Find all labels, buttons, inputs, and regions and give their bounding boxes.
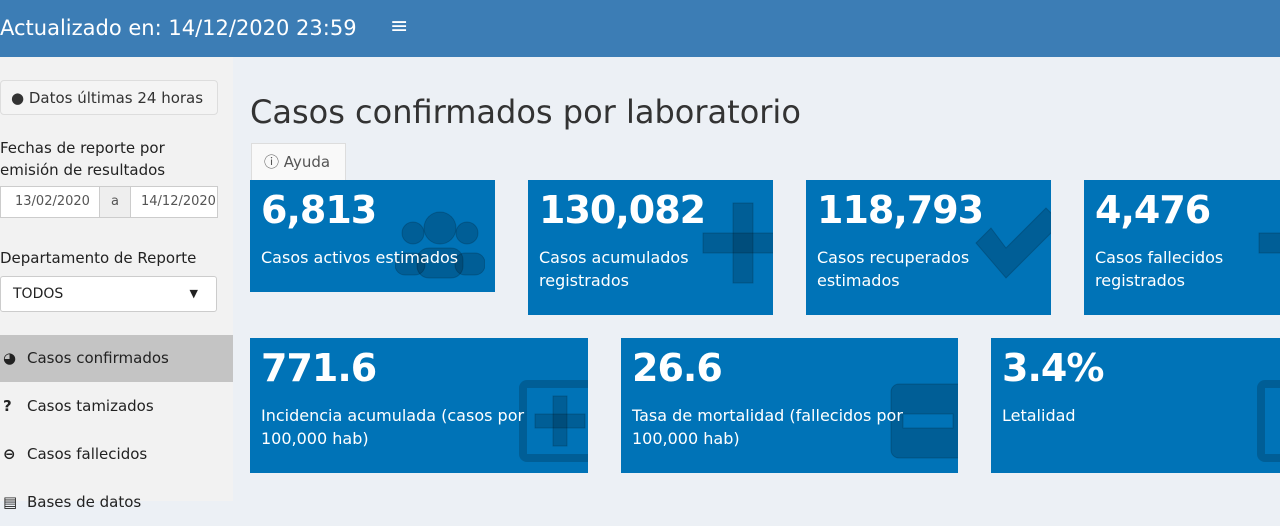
box-label: Tasa de mortalidad (fallecidos por 100,0… xyxy=(632,406,903,448)
box-value: 6,813 xyxy=(261,188,377,232)
last-24h-button[interactable]: ● Datos últimas 24 horas xyxy=(0,80,218,115)
value-box: 118,793 Casos recuperados estimados xyxy=(806,180,1051,315)
date-to[interactable]: 14/12/2020 xyxy=(130,186,218,218)
help-tab[interactable]: ⓘ Ayuda xyxy=(251,143,346,180)
box-icon xyxy=(1258,232,1280,254)
menu-item[interactable]: ◕ Casos confirmados xyxy=(0,335,233,382)
dept-select[interactable]: TODOS ▼ xyxy=(0,276,217,312)
box-icon xyxy=(702,202,773,284)
menu-icon: ? xyxy=(3,397,12,415)
tab-label: Ayuda xyxy=(283,153,331,171)
menu-label: Casos tamizados xyxy=(27,397,154,415)
menu-icon: ◕ xyxy=(3,349,17,367)
update-title: Actualizado en: 14/12/2020 23:59 xyxy=(0,16,357,40)
date-from[interactable]: 13/02/2020 xyxy=(0,186,100,218)
dept-label: Departamento de Reporte xyxy=(0,249,197,267)
page-title: Casos confirmados por laboratorio xyxy=(250,93,801,131)
header: Actualizado en: 14/12/2020 23:59 ≡ xyxy=(0,0,1280,57)
box-icon xyxy=(519,380,588,462)
box-label: Incidencia acumulada (casos por 100,000 … xyxy=(261,406,525,448)
box-value: 130,082 xyxy=(539,188,706,232)
sidebar: ● Datos últimas 24 horas Fechas de repor… xyxy=(0,57,233,511)
dept-value: TODOS xyxy=(13,286,64,302)
menu-toggle[interactable]: ≡ xyxy=(390,14,409,39)
menu-item[interactable]: ⊖ Casos fallecidos xyxy=(0,431,233,478)
box-icon xyxy=(890,383,958,459)
value-box: 771.6 Incidencia acumulada (casos por 100… xyxy=(250,338,588,473)
page: Actualizado en: 14/12/2020 23:59 ≡ ● Dat… xyxy=(0,0,1280,511)
box-label: Letalidad xyxy=(1002,406,1076,425)
menu-label: Casos confirmados xyxy=(27,349,169,367)
menu-label: Bases de datos xyxy=(27,493,142,511)
value-box: 26.6 Tasa de mortalidad (fallecidos por 1… xyxy=(621,338,958,473)
menu-icon: ⊖ xyxy=(3,445,16,463)
box-icon xyxy=(395,211,485,279)
value-box: 6,813 Casos activos estimados xyxy=(250,180,495,292)
box-value: 4,476 xyxy=(1095,188,1211,232)
menu-item[interactable]: ? Casos tamizados xyxy=(0,383,233,430)
box-label: Casos activos estimados xyxy=(261,248,459,267)
box-label: Casos recuperados estimados xyxy=(817,248,970,290)
menu-item[interactable]: ▤ Bases de datos xyxy=(0,479,233,526)
value-box: 4,476 Casos fallecidos registrados xyxy=(1084,180,1280,315)
box-label: Casos fallecidos registrados xyxy=(1095,248,1224,290)
box-value: 118,793 xyxy=(817,188,984,232)
menu-label: Casos fallecidos xyxy=(27,445,148,463)
box-label: Casos acumulados registrados xyxy=(539,248,689,290)
box-value: 26.6 xyxy=(632,346,723,390)
box-icon xyxy=(1257,380,1280,462)
main: Casos confirmados por laboratorio ⓘ Ayud… xyxy=(233,57,1280,501)
box-value: 771.6 xyxy=(261,346,377,390)
box-value: 3.4% xyxy=(1002,346,1104,390)
value-box: 130,082 Casos acumulados registrados xyxy=(528,180,773,315)
box-icon xyxy=(975,207,1051,279)
date-sep: a xyxy=(99,186,131,218)
menu-icon: ▤ xyxy=(3,493,18,511)
dates-label: Fechas de reporte por emisión de resulta… xyxy=(0,139,166,179)
button-label: Datos últimas 24 horas xyxy=(28,89,204,107)
value-box: 3.4% Letalidad xyxy=(991,338,1280,473)
